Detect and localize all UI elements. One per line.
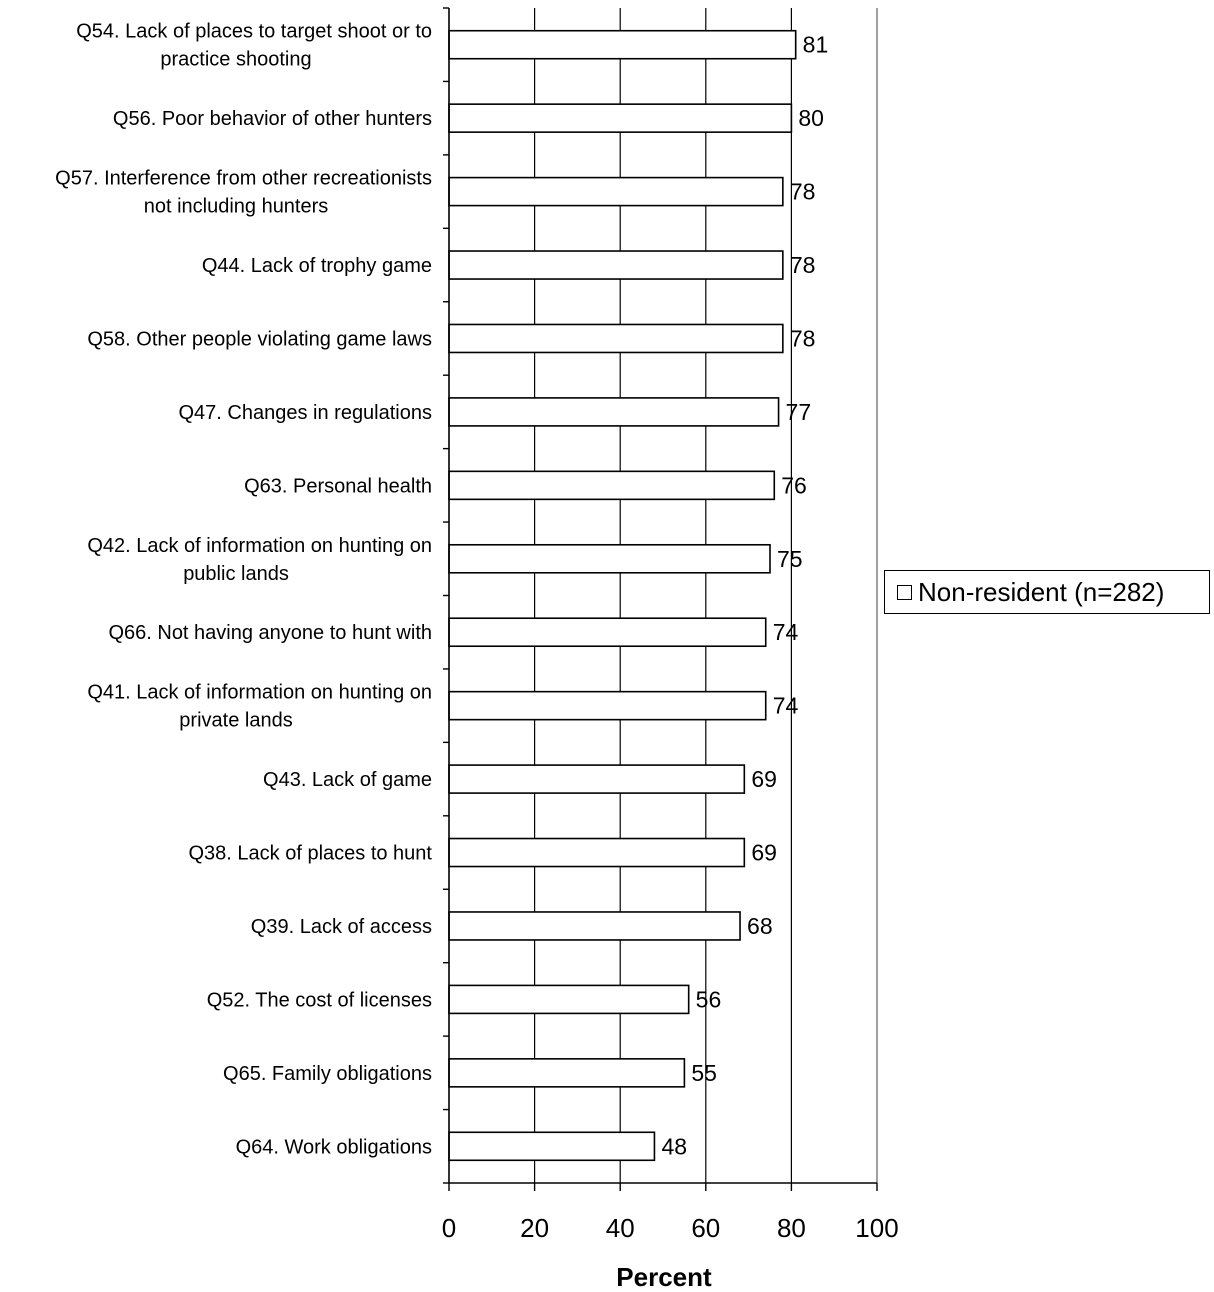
value-label-14: 56: [696, 986, 722, 1012]
value-label-12: 69: [751, 840, 777, 866]
value-labels: 81 80 78 78 78 77 76 75 74 74 69 69 68 56 55 48: [661, 32, 828, 1160]
value-label-9: 74: [773, 619, 799, 645]
x-axis-title: Percent: [616, 1262, 712, 1292]
category-label-12-line-1: Q38. Lack of places to hunt: [189, 843, 433, 865]
category-label-11-line-1: Q43. Lack of game: [263, 769, 432, 791]
x-tick-label-80: 80: [777, 1213, 806, 1243]
bars: [448, 29, 797, 1162]
value-label-5: 78: [790, 325, 816, 351]
category-label-3-line-2: not including hunters: [144, 196, 329, 218]
value-label-3: 78: [790, 179, 816, 205]
legend-swatch: [897, 584, 912, 600]
category-label-9-line-1: Q66. Not having anyone to hunt with: [108, 622, 432, 644]
category-labels: Q54. Lack of places to target shoot or t…: [55, 21, 432, 1159]
bar-6: [448, 397, 780, 427]
bar-3: [448, 176, 784, 207]
bar-11: [448, 764, 746, 794]
category-label-5-line-1: Q58. Other people violating game laws: [87, 328, 432, 350]
value-label-6: 77: [786, 399, 812, 425]
category-label-14-line-1: Q52. The cost of licenses: [207, 989, 432, 1011]
value-label-1: 81: [803, 32, 829, 58]
category-label-8-line-2: public lands: [183, 563, 289, 585]
category-label-16-line-1: Q64. Work obligations: [236, 1136, 432, 1158]
value-label-8: 75: [777, 546, 803, 572]
bar-9: [448, 617, 767, 648]
value-label-15: 55: [691, 1060, 717, 1086]
bar-8: [448, 543, 771, 574]
bar-12: [448, 837, 746, 868]
bar-7: [448, 470, 776, 501]
value-label-11: 69: [751, 766, 777, 792]
bar-15: [448, 1058, 686, 1088]
bar-2: [448, 103, 793, 133]
category-label-10-line-1: Q41. Lack of information on hunting on: [87, 682, 432, 704]
category-label-15-line-1: Q65. Family obligations: [223, 1063, 432, 1085]
value-label-13: 68: [747, 913, 773, 939]
value-label-7: 76: [781, 472, 807, 498]
bar-4: [448, 250, 784, 280]
value-label-10: 74: [773, 693, 799, 719]
bar-10: [448, 690, 767, 721]
category-label-7-line-1: Q63. Personal health: [244, 475, 432, 497]
value-label-4: 78: [790, 252, 816, 278]
value-label-2: 80: [798, 105, 824, 131]
bar-5: [448, 323, 784, 354]
x-tick-label-100: 100: [855, 1213, 898, 1243]
bar-16: [448, 1131, 656, 1162]
x-tick-label-40: 40: [606, 1213, 635, 1243]
category-label-8-line-1: Q42. Lack of information on hunting on: [87, 535, 432, 557]
category-label-13-line-1: Q39. Lack of access: [251, 916, 432, 938]
category-label-3-line-1: Q57. Interference from other recreationi…: [55, 168, 432, 190]
bar-13: [448, 911, 741, 941]
x-tick-label-60: 60: [691, 1213, 720, 1243]
legend-label: Non-resident (n=282): [918, 576, 1165, 607]
category-label-4-line-1: Q44. Lack of trophy game: [202, 255, 432, 277]
bar-14: [448, 984, 690, 1015]
category-label-1-line-1: Q54. Lack of places to target shoot or t…: [76, 21, 432, 43]
x-tick-labels: 0 20 40 60 80 100: [442, 1213, 899, 1243]
category-label-2-line-1: Q56. Poor behavior of other hunters: [113, 108, 432, 130]
category-label-10-line-2: private lands: [179, 710, 292, 732]
value-label-16: 48: [661, 1133, 687, 1159]
legend: Non-resident (n=282): [884, 570, 1210, 614]
bar-1: [448, 29, 797, 60]
x-tick-label-20: 20: [520, 1213, 549, 1243]
axes: [443, 7, 878, 1191]
x-tick-label-0: 0: [442, 1213, 456, 1243]
category-label-6-line-1: Q47. Changes in regulations: [179, 402, 433, 424]
category-label-1-line-2: practice shooting: [160, 49, 311, 71]
